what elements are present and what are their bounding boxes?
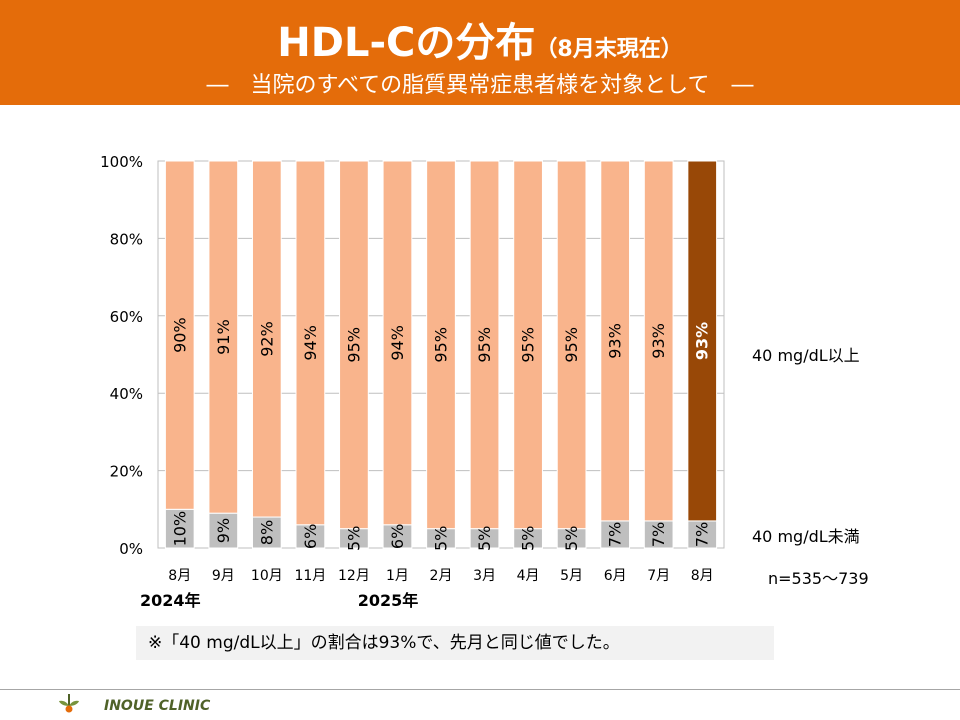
data-label-lower: 8% bbox=[257, 520, 276, 545]
data-label-upper: 91% bbox=[214, 319, 233, 355]
x-tick-label: 2月 bbox=[430, 568, 453, 584]
summary-note: ※「40 mg/dL以上」の割合は93%で、先月と同じ値でした。 bbox=[136, 626, 774, 660]
bar-upper-segment bbox=[426, 160, 456, 530]
data-label-lower: 5% bbox=[432, 526, 451, 551]
x-tick-label: 1月 bbox=[386, 568, 409, 584]
data-label-upper: 95% bbox=[432, 327, 451, 363]
data-label-upper: 95% bbox=[475, 327, 494, 363]
clinic-name: INOUE CLINIC bbox=[104, 698, 211, 714]
page-subtitle: ― 当院のすべての脂質異常症患者様を対象として ― bbox=[206, 73, 754, 98]
y-tick-label: 0% bbox=[119, 540, 143, 558]
clinic-logo-icon bbox=[59, 694, 79, 713]
y-tick-label: 80% bbox=[110, 230, 143, 248]
x-tick-label: 11月 bbox=[294, 568, 326, 584]
x-tick-label: 5月 bbox=[560, 568, 583, 584]
series-label-lower: 40 mg/dL未満 bbox=[752, 527, 860, 546]
data-label-upper: 92% bbox=[257, 321, 276, 357]
data-label-lower: 7% bbox=[606, 522, 625, 547]
y-tick-label: 40% bbox=[110, 385, 143, 403]
data-label-upper: 95% bbox=[562, 327, 581, 363]
x-tick-label: 9月 bbox=[212, 568, 235, 584]
x-tick-label: 12月 bbox=[338, 568, 370, 584]
data-label-lower: 6% bbox=[301, 524, 320, 549]
bar-upper-segment bbox=[469, 160, 500, 530]
header-banner: HDL-Cの分布（8月末現在） ― 当院のすべての脂質異常症患者様を対象として … bbox=[0, 0, 960, 105]
bar-upper-segment bbox=[687, 160, 718, 522]
data-label-upper: 94% bbox=[388, 325, 407, 361]
data-label-lower: 5% bbox=[344, 526, 363, 551]
data-label-lower: 5% bbox=[519, 526, 538, 551]
bar-upper-segment bbox=[339, 160, 369, 530]
year-label: 2024年 bbox=[140, 591, 201, 610]
x-tick-label: 8月 bbox=[168, 568, 191, 584]
bar-upper-segment bbox=[208, 160, 239, 514]
bar-upper-segment bbox=[164, 160, 195, 510]
bar-lower-segment bbox=[687, 520, 718, 549]
data-label-lower: 5% bbox=[562, 526, 581, 551]
stacked-bar-chart: 0% 20% 40% 60% 80% 100% 90% 10% 8月 91% 9% 9月 92% 8% 10… bbox=[100, 153, 869, 610]
data-label-upper: 93% bbox=[606, 323, 625, 359]
data-label-lower: 10% bbox=[170, 511, 189, 547]
data-label-lower: 7% bbox=[649, 522, 668, 547]
y-tick-label: 20% bbox=[110, 463, 143, 481]
x-tick-label: 3月 bbox=[473, 568, 496, 584]
bar-lower-segment bbox=[164, 508, 195, 549]
bar-upper-segment bbox=[295, 160, 326, 526]
bar-upper-segment bbox=[251, 160, 282, 518]
data-label-upper: 95% bbox=[519, 327, 538, 363]
data-label-lower: 7% bbox=[693, 522, 712, 547]
data-label-upper: 94% bbox=[301, 325, 320, 361]
x-tick-label: 10月 bbox=[251, 568, 283, 584]
title-suffix: （8月末現在） bbox=[535, 37, 683, 62]
series-label-upper: 40 mg/dL以上 bbox=[752, 346, 860, 365]
data-label-upper: 95% bbox=[344, 327, 363, 363]
y-tick-label: 60% bbox=[110, 308, 143, 326]
y-tick-label: 100% bbox=[100, 153, 143, 171]
x-tick-label: 4月 bbox=[517, 568, 540, 584]
year-label: 2025年 bbox=[358, 591, 419, 610]
footer-divider bbox=[0, 689, 960, 690]
data-label-upper: 93% bbox=[693, 322, 712, 360]
page-title: HDL-Cの分布（8月末現在） bbox=[0, 10, 960, 68]
data-label-lower: 6% bbox=[388, 524, 407, 549]
x-tick-label: 6月 bbox=[604, 568, 627, 584]
data-label-lower: 5% bbox=[475, 526, 494, 551]
bar-upper-segment bbox=[556, 160, 587, 530]
data-label-lower: 9% bbox=[214, 518, 233, 543]
bar-upper-segment bbox=[382, 160, 413, 526]
data-label-upper: 90% bbox=[170, 317, 189, 353]
bar-upper-segment bbox=[513, 160, 543, 530]
bar-upper-segment bbox=[643, 160, 674, 522]
x-tick-label: 8月 bbox=[691, 568, 714, 584]
data-label-upper: 93% bbox=[649, 323, 668, 359]
sample-size-label: n=535～739 bbox=[768, 569, 869, 588]
title-main: HDL-Cの分布 bbox=[277, 20, 536, 66]
bar-upper-segment bbox=[600, 160, 631, 522]
x-tick-label: 7月 bbox=[647, 568, 670, 584]
